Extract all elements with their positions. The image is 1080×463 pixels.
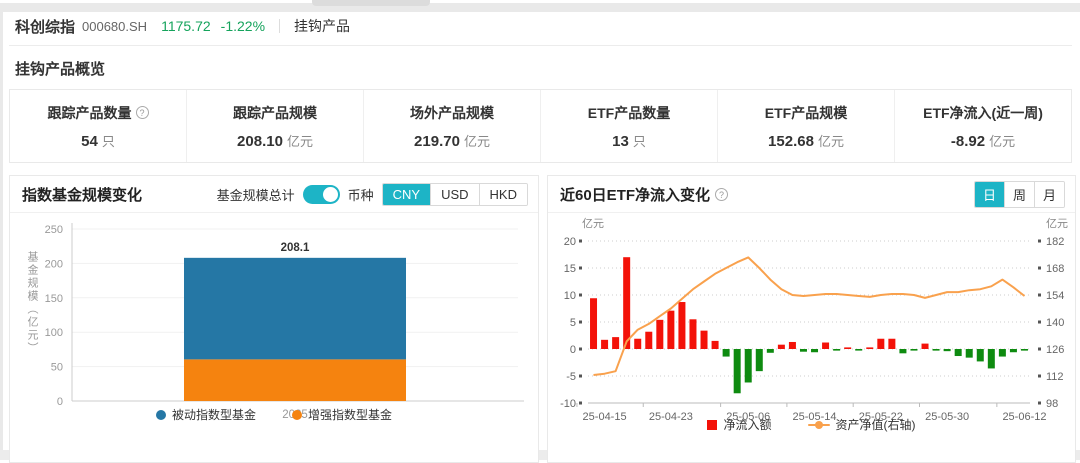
period-day-button[interactable]: 日 [975,182,1004,207]
svg-text:-10: -10 [560,398,576,410]
index-header: 科创综指 000680.SH 1175.72 -1.22% 挂钩产品 [9,12,1072,40]
toggle-knob [323,187,338,202]
index-price: 1175.72 [161,18,211,34]
stat-label: ETF净流入(近一周) [923,103,1043,123]
currency-label: 币种 [348,185,374,204]
svg-text:200: 200 [45,258,63,270]
currency-usd-button[interactable]: USD [430,184,478,205]
index-change-percent: -1.22% [221,18,265,34]
legend-label: 被动指数型基金 [172,406,256,423]
svg-text:154: 154 [1046,290,1064,302]
svg-text:140: 140 [1046,317,1064,329]
stat-etf-scale: ETF产品规模 152.68 亿元 [717,90,894,162]
blue-dot-icon [156,410,166,420]
currency-button-group: CNY USD HKD [382,183,528,206]
svg-text:20: 20 [564,236,576,248]
stat-unit: 只 [102,134,115,149]
legend-net-inflow[interactable]: 净流入额 [707,416,771,433]
legend-label: 资产净值(右轴) [836,416,916,433]
top-gray-band [0,3,1080,12]
svg-text:100: 100 [45,327,63,339]
legend-label: 净流入额 [723,416,771,433]
tab-linked-products[interactable]: 挂钩产品 [294,16,350,36]
index-name: 科创综指 [15,16,75,37]
svg-text:168: 168 [1046,263,1064,275]
fund-chart-ylabel: 基金规模（亿元） [24,251,40,355]
help-icon[interactable]: ? [136,106,149,119]
flow-chart-legend: 净流入额 资产净值(右轴) [548,416,1075,433]
period-month-button[interactable]: 月 [1034,182,1064,207]
currency-cny-button[interactable]: CNY [383,184,430,205]
toggle-label: 基金规模总计 [217,185,295,204]
stat-value: -8.92 [951,133,985,150]
main-content: 科创综指 000680.SH 1175.72 -1.22% 挂钩产品 挂钩产品概… [3,12,1080,450]
stat-value: 208.10 [237,133,283,150]
svg-text:10: 10 [564,290,576,302]
fund-scale-title: 指数基金规模变化 [22,184,142,205]
legend-enhanced-index-fund[interactable]: 增强指数型基金 [292,406,392,423]
legend-label: 增强指数型基金 [308,406,392,423]
charts-row: 指数基金规模变化 基金规模总计 币种 CNY USD HKD 基金规模（亿元） … [9,175,1072,463]
stat-value: 13 [612,133,629,150]
period-button-group: 日 周 月 [974,181,1065,208]
stat-tracking-product-scale: 跟踪产品规模 208.10 亿元 [186,90,363,162]
stat-value: 152.68 [768,133,814,150]
currency-hkd-button[interactable]: HKD [479,184,527,205]
svg-text:50: 50 [51,362,63,374]
header-divider [279,19,280,33]
svg-text:208.1: 208.1 [281,242,310,254]
fund-chart-legend: 被动指数型基金 增强指数型基金 [10,406,538,423]
etf-flow-title: 近60日ETF净流入变化 [560,184,710,205]
overview-stats-panel: 跟踪产品数量 ? 54 只 跟踪产品规模 208.10 亿元 场外产品规模 219.… [9,89,1072,163]
stat-label: 跟踪产品规模 [233,103,317,123]
stat-unit: 亿元 [287,134,313,149]
stat-unit: 只 [633,134,646,149]
stat-label: ETF产品规模 [765,103,847,123]
svg-text:98: 98 [1046,398,1058,410]
svg-text:112: 112 [1046,371,1064,383]
fund-scale-panel: 指数基金规模变化 基金规模总计 币种 CNY USD HKD 基金规模（亿元） … [9,175,539,463]
svg-text:0: 0 [570,344,576,356]
total-scale-toggle[interactable] [303,185,340,204]
etf-flow-panel: 近60日ETF净流入变化 ? 日 周 月 亿元 亿元 20 182 15 168 10 154… [547,175,1076,463]
stat-label: ETF产品数量 [588,103,670,123]
orange-line-icon [808,420,830,430]
stat-tracking-product-count: 跟踪产品数量 ? 54 只 [10,90,186,162]
stat-unit: 亿元 [818,134,844,149]
svg-text:150: 150 [45,293,63,305]
stat-unit: 亿元 [464,134,490,149]
index-code: 000680.SH [82,19,147,34]
stat-unit: 亿元 [989,134,1015,149]
svg-text:-5: -5 [566,371,576,383]
svg-text:亿元: 亿元 [582,217,604,230]
top-cutoff-tab [312,0,430,6]
stat-etf-net-inflow-week: ETF净流入(近一周) -8.92 亿元 [894,90,1071,162]
red-square-icon [707,420,717,430]
help-icon[interactable]: ? [715,188,728,201]
svg-text:182: 182 [1046,236,1064,248]
legend-nav-right-axis[interactable]: 资产净值(右轴) [808,416,916,433]
stat-otc-product-scale: 场外产品规模 219.70 亿元 [363,90,540,162]
svg-text:5: 5 [570,317,576,329]
stat-label: 场外产品规模 [410,103,494,123]
svg-text:亿元: 亿元 [1046,217,1068,230]
svg-text:15: 15 [564,263,576,275]
orange-dot-icon [292,410,302,420]
period-week-button[interactable]: 周 [1004,182,1034,207]
svg-text:250: 250 [45,224,63,236]
overview-title: 挂钩产品概览 [9,46,1072,89]
svg-text:126: 126 [1046,344,1064,356]
stat-label: 跟踪产品数量 [48,103,132,123]
stat-value: 219.70 [414,133,460,150]
legend-passive-index-fund[interactable]: 被动指数型基金 [156,406,256,423]
stat-etf-count: ETF产品数量 13 只 [540,90,717,162]
stat-value: 54 [81,133,98,150]
